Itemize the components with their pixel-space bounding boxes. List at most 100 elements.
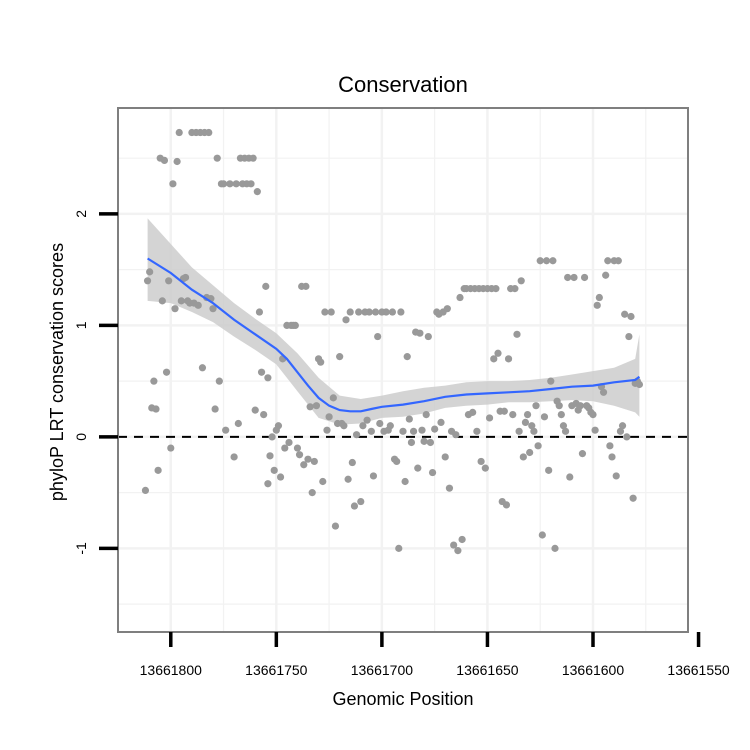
data-point-98 — [350, 502, 359, 510]
data-point-133 — [424, 332, 432, 341]
data-point-9 — [160, 156, 169, 164]
data-point-171 — [504, 355, 513, 363]
data-point-78 — [308, 489, 316, 497]
data-point-189 — [542, 257, 551, 265]
plot-frame — [117, 107, 689, 633]
data-point-184 — [532, 402, 540, 410]
data-point-131 — [420, 437, 428, 445]
data-point-79 — [310, 457, 318, 466]
data-point-158 — [477, 457, 485, 466]
data-point-113 — [382, 308, 390, 316]
data-point-154 — [469, 408, 477, 416]
data-point-34 — [213, 154, 221, 162]
data-point-183 — [530, 427, 538, 435]
data-point-125 — [407, 438, 416, 447]
data-point-62 — [274, 422, 283, 430]
data-point-156 — [473, 427, 481, 435]
data-point-207 — [580, 273, 589, 282]
data-point-0 — [141, 486, 150, 495]
data-point-52 — [255, 308, 264, 316]
data-point-196 — [557, 410, 565, 419]
data-point-233 — [635, 380, 644, 389]
data-point-217 — [602, 271, 610, 279]
data-point-83 — [319, 477, 327, 486]
data-point-72 — [295, 451, 304, 459]
data-point-67 — [285, 438, 293, 447]
data-point-100 — [355, 308, 363, 316]
data-point-60 — [270, 466, 278, 474]
data-point-97 — [348, 458, 356, 467]
data-point-164 — [490, 355, 498, 363]
data-point-71 — [293, 444, 302, 452]
data-point-174 — [511, 285, 519, 293]
x-tick-label-2: 13661700 — [351, 662, 414, 678]
data-point-104 — [363, 416, 371, 424]
data-point-178 — [519, 453, 527, 461]
data-point-218 — [604, 257, 612, 265]
y-tick-label-3: 2 — [73, 210, 89, 218]
data-point-188 — [540, 413, 549, 421]
x-tick-label-0: 13661800 — [140, 662, 203, 678]
data-point-54 — [260, 410, 268, 419]
data-point-55 — [262, 282, 270, 290]
data-point-77 — [306, 403, 314, 411]
data-point-14 — [171, 305, 179, 313]
y-tick-label-2: 1 — [73, 321, 89, 329]
data-point-102 — [359, 422, 367, 430]
data-point-213 — [593, 301, 601, 309]
data-point-120 — [397, 308, 405, 316]
data-point-4 — [150, 377, 158, 385]
data-point-179 — [521, 418, 530, 426]
data-point-49 — [249, 154, 257, 162]
data-point-165 — [492, 285, 500, 293]
data-point-59 — [268, 433, 276, 441]
data-point-229 — [627, 312, 635, 321]
data-point-101 — [357, 497, 365, 506]
x-tick-label-3: 13661650 — [456, 662, 519, 678]
data-point-8 — [158, 297, 166, 305]
data-point-128 — [414, 464, 422, 472]
data-point-191 — [547, 377, 555, 385]
data-point-75 — [302, 282, 310, 290]
data-point-145 — [450, 541, 458, 549]
data-point-176 — [515, 427, 523, 435]
data-point-56 — [264, 480, 272, 488]
data-point-180 — [523, 410, 532, 419]
data-point-166 — [494, 349, 502, 357]
data-point-91 — [336, 353, 344, 361]
data-point-118 — [393, 457, 401, 466]
data-point-76 — [304, 455, 312, 463]
x-tick-label-1: 13661750 — [245, 662, 308, 678]
data-point-122 — [401, 477, 409, 486]
data-point-175 — [513, 330, 521, 338]
data-point-147 — [454, 547, 462, 555]
y-axis-label: phyloP LRT conservation scores — [47, 243, 67, 501]
data-point-12 — [167, 444, 175, 452]
data-point-220 — [608, 453, 616, 461]
data-point-37 — [219, 180, 228, 188]
data-point-39 — [226, 180, 234, 188]
data-point-119 — [395, 544, 403, 552]
data-point-17 — [177, 297, 185, 305]
data-point-5 — [152, 405, 160, 413]
data-point-10 — [162, 368, 171, 376]
data-point-50 — [251, 406, 259, 414]
data-point-162 — [485, 414, 494, 422]
y-axis: -1 0 1 2 — [73, 210, 118, 555]
data-point-187 — [538, 531, 546, 539]
grid-lines — [118, 108, 688, 632]
data-point-15 — [173, 157, 181, 166]
data-point-146 — [452, 431, 460, 439]
data-point-132 — [422, 410, 430, 419]
data-point-198 — [561, 427, 570, 435]
data-point-126 — [409, 427, 418, 435]
data-point-88 — [329, 394, 337, 402]
data-point-143 — [445, 484, 454, 492]
data-point-182 — [528, 422, 536, 430]
confidence-ribbon — [147, 218, 640, 425]
data-point-219 — [606, 442, 614, 450]
data-point-199 — [564, 273, 572, 282]
data-point-200 — [566, 473, 574, 481]
data-point-216 — [599, 388, 608, 396]
